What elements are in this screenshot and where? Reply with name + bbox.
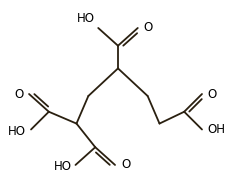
Text: O: O [207,88,216,101]
Text: HO: HO [77,12,95,25]
Text: OH: OH [207,123,225,136]
Text: O: O [14,88,23,101]
Text: O: O [121,158,130,171]
Text: O: O [144,22,153,34]
Text: HO: HO [8,125,26,138]
Text: HO: HO [54,160,71,174]
